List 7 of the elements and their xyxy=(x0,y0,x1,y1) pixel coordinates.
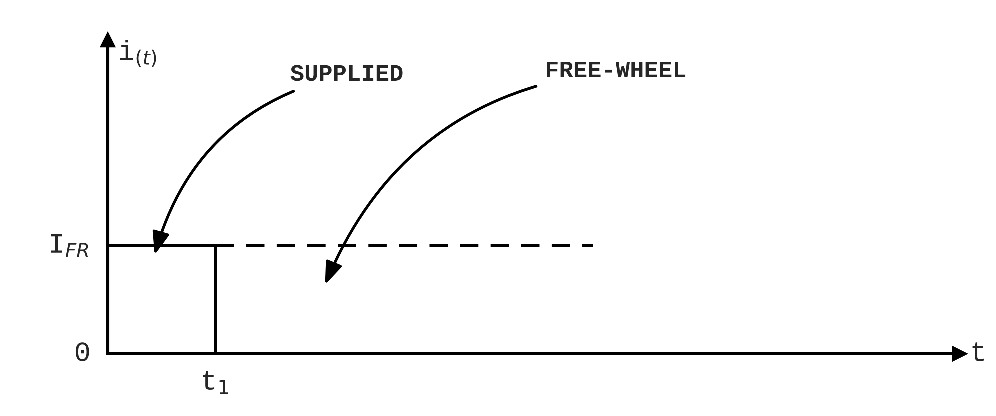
x-axis-title: t xyxy=(972,342,984,362)
text: SUPPLIED xyxy=(290,65,403,82)
text: t$_{1}$ xyxy=(203,371,228,394)
text: I$_{FR}$ xyxy=(51,234,88,258)
text: i$_{(t)}$ xyxy=(120,40,156,68)
text: 0 xyxy=(76,342,90,362)
text: FREE-WHEEL xyxy=(547,62,686,78)
